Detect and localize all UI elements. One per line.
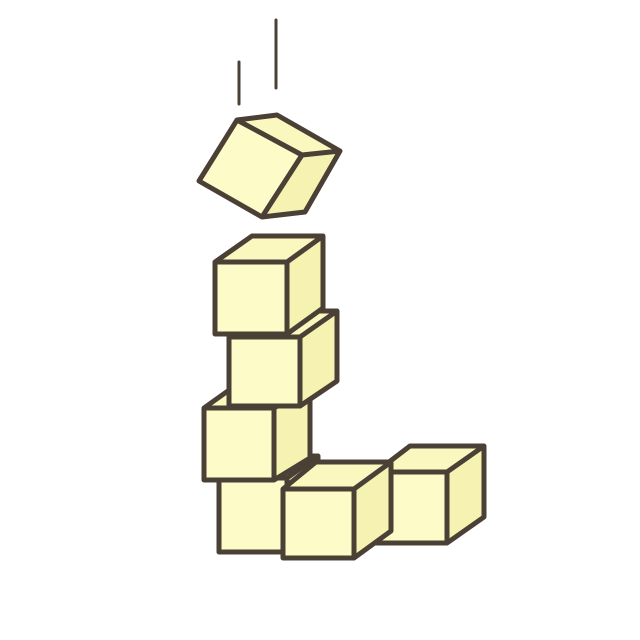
- stacked-cube-icon: [212, 233, 326, 337]
- stacked-cube-icon: [373, 443, 487, 546]
- falling-cube-icon: [196, 112, 343, 220]
- stacked-cube-icon: [280, 459, 394, 561]
